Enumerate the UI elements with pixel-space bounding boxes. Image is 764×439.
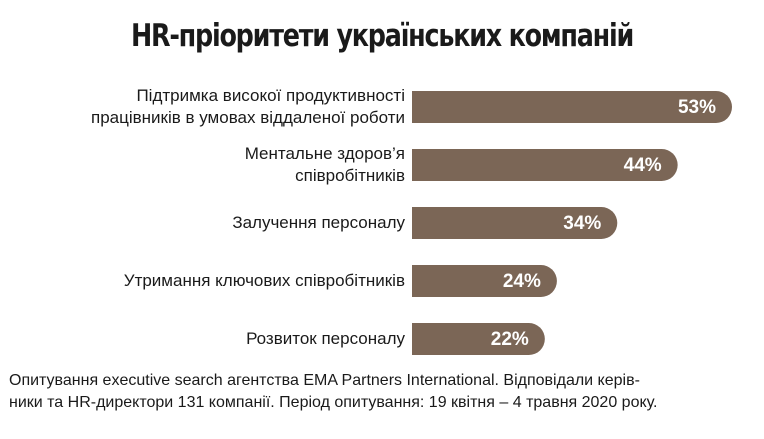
category-label: Підтримка високої продуктивності працівн… <box>90 86 405 127</box>
value-label: 24% <box>503 271 541 292</box>
value-label: 34% <box>563 213 601 234</box>
category-label: Розвиток персоналу <box>246 329 405 348</box>
value-label: 22% <box>491 329 529 350</box>
footnote: Опитування executive search агентства EM… <box>9 372 658 411</box>
chart-title: HR-пріоритети українських компаній <box>130 18 634 54</box>
category-label: Залучення персоналу <box>232 213 405 232</box>
category-label: Ментальне здоров’я співробітників <box>244 144 405 185</box>
bar <box>412 149 678 181</box>
category-label: Утримання ключових співробітників <box>123 271 405 290</box>
bar <box>412 91 732 123</box>
bar <box>412 207 618 239</box>
bar <box>412 265 557 297</box>
value-label: 53% <box>678 97 716 118</box>
bar <box>412 323 545 355</box>
value-label: 44% <box>624 155 662 176</box>
